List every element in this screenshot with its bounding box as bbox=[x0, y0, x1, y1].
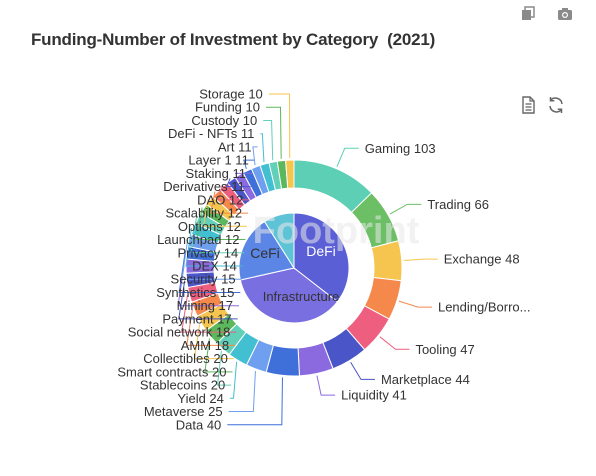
label-amm: AMM 18 bbox=[181, 338, 229, 353]
leader-collectibles bbox=[193, 324, 234, 360]
label-liquidity: Liquidity 41 bbox=[341, 388, 407, 403]
leader-marketplace bbox=[350, 362, 375, 380]
label-trading: Trading 66 bbox=[427, 197, 489, 212]
leader-derivatives bbox=[225, 178, 251, 188]
label-metaverse: Metaverse 25 bbox=[144, 404, 223, 419]
inner-slice-infrastructure[interactable] bbox=[239, 267, 339, 324]
leader-storage bbox=[268, 93, 291, 159]
leader-custody bbox=[263, 119, 274, 161]
slice-labels: Gaming 103 Trading 66 Exchange 48 Lending/B… bbox=[117, 87, 530, 433]
label-options: Options 12 bbox=[178, 219, 241, 234]
label-dex: DEX 14 bbox=[192, 259, 237, 274]
leader-scalability bbox=[210, 191, 249, 214]
leader-dao bbox=[217, 184, 250, 201]
label-tooling: Tooling 47 bbox=[415, 342, 474, 357]
leader-synthetics bbox=[178, 252, 241, 293]
leader-lending-borrowing bbox=[398, 300, 432, 308]
label-launchpad: Launchpad 12 bbox=[157, 232, 239, 247]
label-synthetics: Synthetics 15 bbox=[156, 285, 234, 300]
leader-tooling bbox=[379, 336, 410, 350]
watermark-text: Footprint bbox=[253, 210, 420, 252]
label-derivatives: Derivatives 11 bbox=[163, 179, 244, 194]
label-storage: Storage 10 bbox=[199, 87, 263, 102]
label-leaders bbox=[177, 93, 438, 426]
inner-label-defi: DeFi bbox=[306, 243, 336, 259]
leader-payment bbox=[178, 280, 238, 320]
label-defi-nfts: DeFi - NFTs 11 bbox=[168, 126, 254, 141]
leader-dex bbox=[185, 227, 243, 267]
leader-layer-1 bbox=[243, 159, 255, 169]
label-gaming: Gaming 103 bbox=[365, 141, 436, 156]
label-stablecoins: Stablecoins 20 bbox=[140, 378, 225, 393]
label-funding: Funding 10 bbox=[195, 100, 260, 115]
leader-gaming bbox=[336, 147, 359, 167]
label-exchange: Exchange 48 bbox=[444, 252, 520, 267]
leader-amm bbox=[186, 309, 236, 346]
leader-exchange bbox=[403, 258, 438, 262]
leader-art bbox=[252, 146, 258, 166]
leader-stablecoins bbox=[216, 350, 232, 386]
inner-slice-cefi[interactable] bbox=[238, 220, 295, 281]
copy-icon[interactable] bbox=[520, 6, 536, 22]
leader-privacy bbox=[190, 217, 245, 254]
leader-liquidity bbox=[316, 375, 336, 396]
inner-pie: DeFi Infrastructure CeFi bbox=[238, 212, 350, 324]
label-payment: Payment 17 bbox=[162, 311, 231, 326]
leader-security bbox=[181, 239, 242, 280]
leader-trading bbox=[389, 203, 422, 215]
inner-label-infrastructure: Infrastructure bbox=[263, 289, 340, 304]
leader-funding bbox=[266, 106, 282, 159]
slice-storage[interactable] bbox=[285, 159, 295, 189]
inner-slice-defi[interactable] bbox=[293, 212, 350, 303]
leader-social-network bbox=[181, 295, 237, 333]
camera-icon[interactable] bbox=[557, 6, 573, 22]
label-lending-borrowing: Lending/Borro... bbox=[438, 300, 531, 315]
leader-data bbox=[227, 377, 283, 426]
label-social-network: Social network 18 bbox=[128, 325, 231, 340]
leader-defi-nfts bbox=[260, 133, 265, 163]
inner-slice-other[interactable] bbox=[263, 212, 295, 270]
label-privacy: Privacy 14 bbox=[177, 245, 238, 260]
leader-launchpad bbox=[196, 207, 246, 241]
inner-label-cefi: CeFi bbox=[250, 245, 280, 261]
label-smart-contracts: Smart contracts 20 bbox=[117, 364, 226, 379]
label-data: Data 40 bbox=[176, 417, 222, 432]
leader-yield bbox=[229, 361, 238, 399]
label-art: Art 11 bbox=[218, 139, 252, 154]
label-mining: Mining 17 bbox=[177, 298, 233, 313]
refresh-icon[interactable] bbox=[546, 95, 566, 115]
label-marketplace: Marketplace 44 bbox=[381, 372, 470, 387]
data-view-icon[interactable] bbox=[518, 95, 538, 115]
label-collectibles: Collectibles 20 bbox=[143, 351, 228, 366]
leader-options bbox=[202, 199, 247, 227]
label-scalability: Scalability 12 bbox=[165, 206, 242, 221]
outer-ring bbox=[185, 159, 403, 377]
label-staking: Staking 11 bbox=[186, 166, 246, 181]
label-security: Security 15 bbox=[171, 272, 236, 287]
leader-metaverse bbox=[228, 370, 256, 413]
chart-title: Funding-Number of Investment by Category… bbox=[31, 30, 436, 49]
leader-smart-contracts bbox=[204, 338, 233, 373]
label-dao: DAO 12 bbox=[197, 192, 243, 207]
label-yield: Yield 24 bbox=[177, 391, 224, 406]
label-custody: Custody 10 bbox=[191, 113, 257, 128]
label-layer-1: Layer 1 11 bbox=[188, 153, 248, 168]
